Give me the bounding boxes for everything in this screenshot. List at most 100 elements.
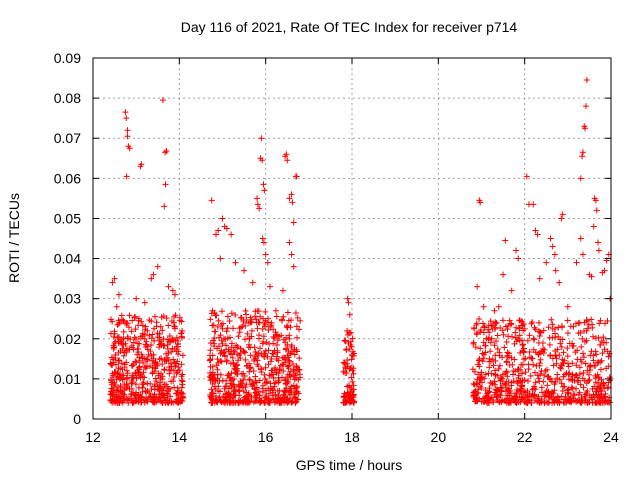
data-point: [115, 357, 122, 364]
data-point: [558, 215, 565, 222]
data-point: [167, 360, 174, 367]
data-point: [510, 368, 517, 375]
data-point: [115, 317, 122, 324]
data-point: [288, 399, 295, 406]
data-point: [240, 348, 247, 355]
data-point: [123, 367, 130, 374]
data-point: [531, 385, 538, 392]
data-point: [481, 324, 488, 331]
data-point: [260, 338, 267, 345]
data-point: [163, 350, 170, 357]
data-point: [223, 225, 230, 232]
data-point: [508, 395, 515, 402]
data-point: [509, 333, 515, 340]
data-point: [121, 364, 128, 371]
data-point: [513, 394, 520, 401]
data-point: [506, 392, 513, 399]
data-point: [579, 375, 586, 382]
data-point: [258, 365, 265, 372]
data-point: [601, 346, 608, 353]
data-point: [530, 335, 537, 342]
data-point: [122, 109, 129, 116]
data-point: [573, 398, 580, 405]
data-point: [131, 314, 138, 321]
data-point: [265, 326, 272, 333]
data-point: [493, 397, 500, 404]
data-point: [593, 351, 600, 358]
data-point: [541, 372, 548, 379]
data-point: [228, 231, 235, 238]
data-point: [231, 383, 238, 390]
data-point: [348, 374, 355, 381]
data-point: [151, 337, 158, 344]
data-point: [570, 323, 577, 330]
data-point: [125, 324, 132, 331]
data-point: [597, 341, 604, 348]
data-point: [590, 223, 597, 230]
data-point: [474, 361, 481, 368]
data-point: [274, 337, 281, 344]
data-point: [526, 348, 533, 355]
data-point: [244, 362, 251, 369]
data-point: [344, 397, 351, 404]
data-point: [230, 388, 237, 395]
data-point: [220, 393, 227, 400]
data-point: [584, 367, 591, 374]
data-point: [212, 312, 219, 319]
data-point: [171, 384, 178, 391]
data-point: [237, 324, 244, 331]
data-point: [269, 371, 276, 378]
data-point: [295, 390, 302, 397]
data-point: [165, 322, 172, 329]
data-point: [512, 334, 519, 341]
data-point: [163, 390, 170, 397]
data-point: [537, 371, 544, 378]
data-point: [570, 342, 577, 349]
data-point: [344, 295, 351, 302]
data-point: [180, 395, 187, 402]
data-point: [345, 299, 352, 306]
data-point: [161, 381, 168, 388]
data-point: [579, 149, 586, 156]
data-point: [487, 358, 494, 365]
data-point: [137, 393, 144, 400]
data-point: [291, 370, 298, 377]
data-point: [596, 393, 603, 400]
data-point: [582, 338, 589, 345]
data-point: [592, 197, 599, 204]
data-point: [503, 358, 510, 365]
y-tick-label: 0.04: [54, 251, 81, 267]
data-point: [475, 386, 482, 393]
data-point: [517, 382, 524, 389]
data-point: [278, 317, 285, 324]
data-point: [348, 356, 355, 363]
data-point: [236, 352, 243, 359]
data-point: [237, 354, 244, 361]
data-point: [599, 350, 606, 357]
data-point: [536, 319, 543, 326]
data-point: [252, 377, 259, 384]
data-point: [525, 366, 532, 373]
data-point: [259, 157, 266, 164]
data-point: [483, 335, 490, 342]
data-point: [349, 378, 356, 385]
x-tick-label: 16: [258, 429, 274, 445]
data-point: [251, 344, 258, 351]
data-point: [532, 379, 539, 386]
data-point: [493, 337, 500, 344]
data-point: [524, 388, 531, 395]
data-point: [350, 352, 357, 359]
data-point: [478, 369, 485, 376]
data-point: [578, 343, 585, 350]
data-point: [229, 325, 236, 332]
data-point: [280, 391, 287, 398]
data-point: [163, 358, 170, 365]
data-point: [600, 379, 607, 386]
data-point: [224, 325, 231, 332]
data-point: [144, 346, 151, 353]
data-point: [564, 330, 571, 337]
data-point: [545, 324, 552, 331]
data-point: [579, 397, 586, 404]
data-point: [150, 399, 157, 406]
